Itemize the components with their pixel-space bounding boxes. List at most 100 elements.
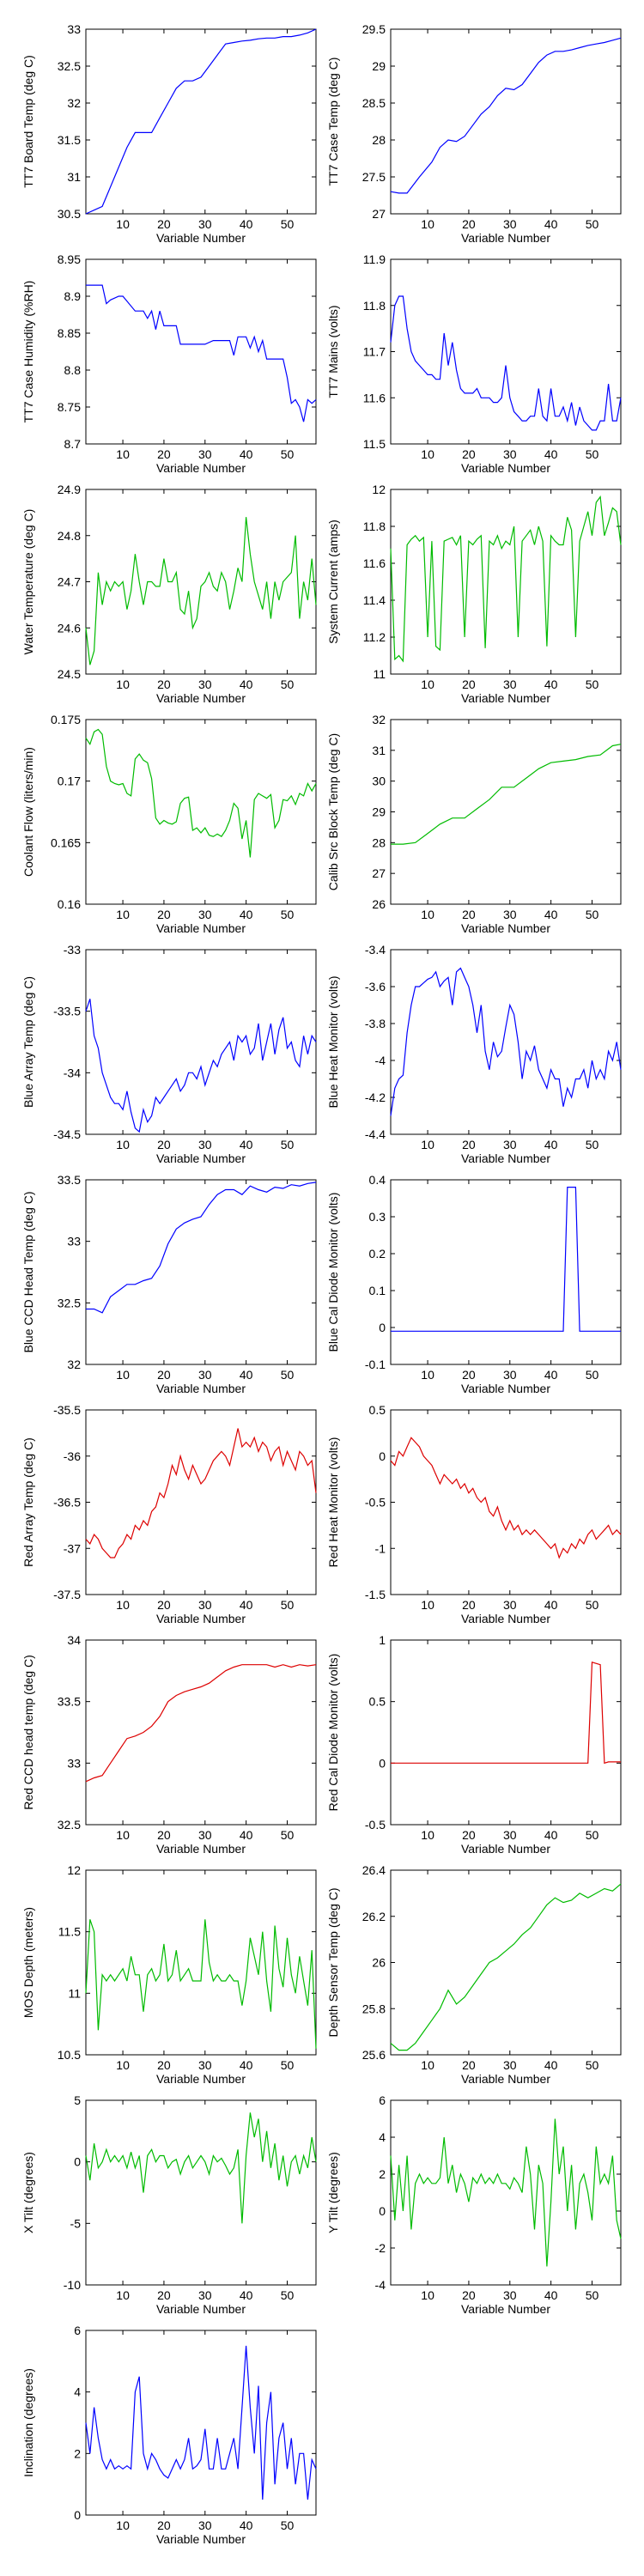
y-tick-label: 32 [67,1358,81,1371]
x-tick-label: 10 [421,447,434,461]
series-line [85,517,317,665]
y-axis-label: Red Cal Diode Monitor (volts) [326,1654,340,1812]
series-line [86,284,317,422]
plot-frame [85,719,317,905]
y-tick-label: 0.2 [369,1247,386,1261]
y-tick-label: -2 [375,2241,386,2255]
y-tick-label: 31 [67,170,81,184]
x-tick-label: 50 [586,1368,599,1382]
x-tick-label: 40 [544,908,558,921]
x-tick-label: 10 [421,1368,434,1382]
y-axis-label: Red Heat Monitor (volts) [326,1437,340,1568]
y-tick-label: -1 [375,1541,386,1555]
x-tick-label: 40 [544,1828,558,1842]
x-tick-label: 50 [281,447,295,461]
series-line [85,1664,317,1783]
y-tick-label: 6 [74,2324,81,2337]
x-tick-label: 40 [544,447,558,461]
plot-frame [85,489,317,675]
series-line [85,728,317,858]
y-tick-label: 0 [379,2204,386,2218]
y-tick-label: 0.165 [51,835,81,849]
x-tick-label: 30 [503,1598,517,1612]
y-tick-label: 31 [372,744,386,757]
plot-frame [390,489,622,675]
x-tick-label: 20 [157,1598,171,1612]
y-tick-label: 0 [379,1756,386,1770]
chart-18: 10 20 30 40 50 25.6 25.8 26 26.2 26.4 Variable Num… [326,1863,622,2086]
y-tick-label: -36.5 [53,1496,81,1510]
x-tick-label: 40 [544,677,558,691]
y-axis-label: Red Array Temp (deg C) [21,1437,35,1567]
plot-frame [85,28,317,215]
x-axis-label: Variable Number [156,1151,246,1165]
y-tick-label: 26.4 [362,1863,386,1877]
x-tick-label: 30 [503,677,517,691]
x-tick-label: 20 [462,2288,476,2302]
x-tick-label: 10 [421,908,434,921]
plot-frame [390,719,622,905]
y-tick-label: 24.9 [58,483,81,496]
y-axis-label: Y Tilt (degrees) [326,2152,340,2233]
x-tick-label: 20 [157,217,171,231]
x-tick-label: 30 [198,2518,212,2532]
y-tick-label: 24.7 [58,575,81,589]
x-tick-label: 10 [116,1598,130,1612]
x-tick-label: 50 [586,2058,599,2072]
x-tick-label: 20 [462,1598,476,1612]
x-tick-label: 40 [544,217,558,231]
y-tick-label: 2 [74,2446,81,2460]
y-tick-label: 0.5 [369,1403,386,1417]
y-axis-label: Calib Src Block Temp (deg C) [326,733,340,890]
plot-frame [390,1179,622,1365]
y-tick-label: 29.5 [362,22,386,36]
x-tick-label: 10 [116,1368,130,1382]
y-tick-label: -0.5 [365,1818,386,1832]
series-line [390,1883,622,2051]
y-tick-label: 33 [67,1235,81,1249]
y-tick-label: 26 [372,897,386,911]
y-tick-label: 0 [74,2508,81,2522]
plot-frame [85,2330,317,2516]
y-tick-label: -3.8 [365,1017,386,1030]
plot-frame [390,258,622,445]
y-tick-label: -33.5 [53,1005,81,1018]
x-tick-label: 20 [157,1138,171,1151]
x-axis-label: Variable Number [461,231,550,245]
y-tick-label: -5 [70,2216,82,2230]
series-line [85,2345,317,2500]
x-tick-label: 40 [240,1368,253,1382]
x-tick-label: 50 [281,908,295,921]
y-tick-label: 30.5 [58,207,81,221]
x-axis-label: Variable Number [461,1842,550,1856]
series-line [85,2112,317,2224]
x-tick-label: 30 [198,2288,212,2302]
y-tick-label: 11.5 [58,1925,81,1939]
plot-frame [85,1869,317,2056]
y-tick-label: -10 [64,2278,81,2292]
y-tick-label: 25.8 [362,2002,386,2015]
y-tick-label: 27 [372,866,386,880]
chart-1: 10 20 30 40 50 30.5 31 31.5 32 32.5 33 Variable Num… [21,22,317,245]
y-tick-label: -4 [375,2278,386,2292]
x-tick-label: 30 [198,2058,212,2072]
y-axis-label: TT7 Board Temp (deg C) [21,55,35,188]
y-axis-label: Coolant Flow (liters/min) [21,747,35,877]
y-tick-label: 32 [372,713,386,726]
y-tick-label: 31.5 [58,133,81,147]
x-tick-label: 10 [116,1138,130,1151]
y-tick-label: 8.9 [64,289,82,303]
x-tick-label: 30 [503,2288,517,2302]
x-tick-label: 20 [462,217,476,231]
y-tick-label: -3.4 [365,943,386,957]
y-tick-label: 0.5 [369,1695,386,1709]
y-tick-label: 28.5 [362,96,386,110]
y-tick-label: 32.5 [58,1818,81,1832]
x-tick-label: 20 [462,1368,476,1382]
y-axis-label: Blue Cal Diode Monitor (volts) [326,1193,340,1352]
y-tick-label: 8.8 [64,363,82,377]
plot-frame [390,1639,622,1826]
x-axis-label: Variable Number [156,1612,246,1625]
chart-19: 10 20 30 40 50 -10 -5 0 5 Variable Number X Tilt (… [21,2093,317,2316]
series-line [390,495,622,663]
